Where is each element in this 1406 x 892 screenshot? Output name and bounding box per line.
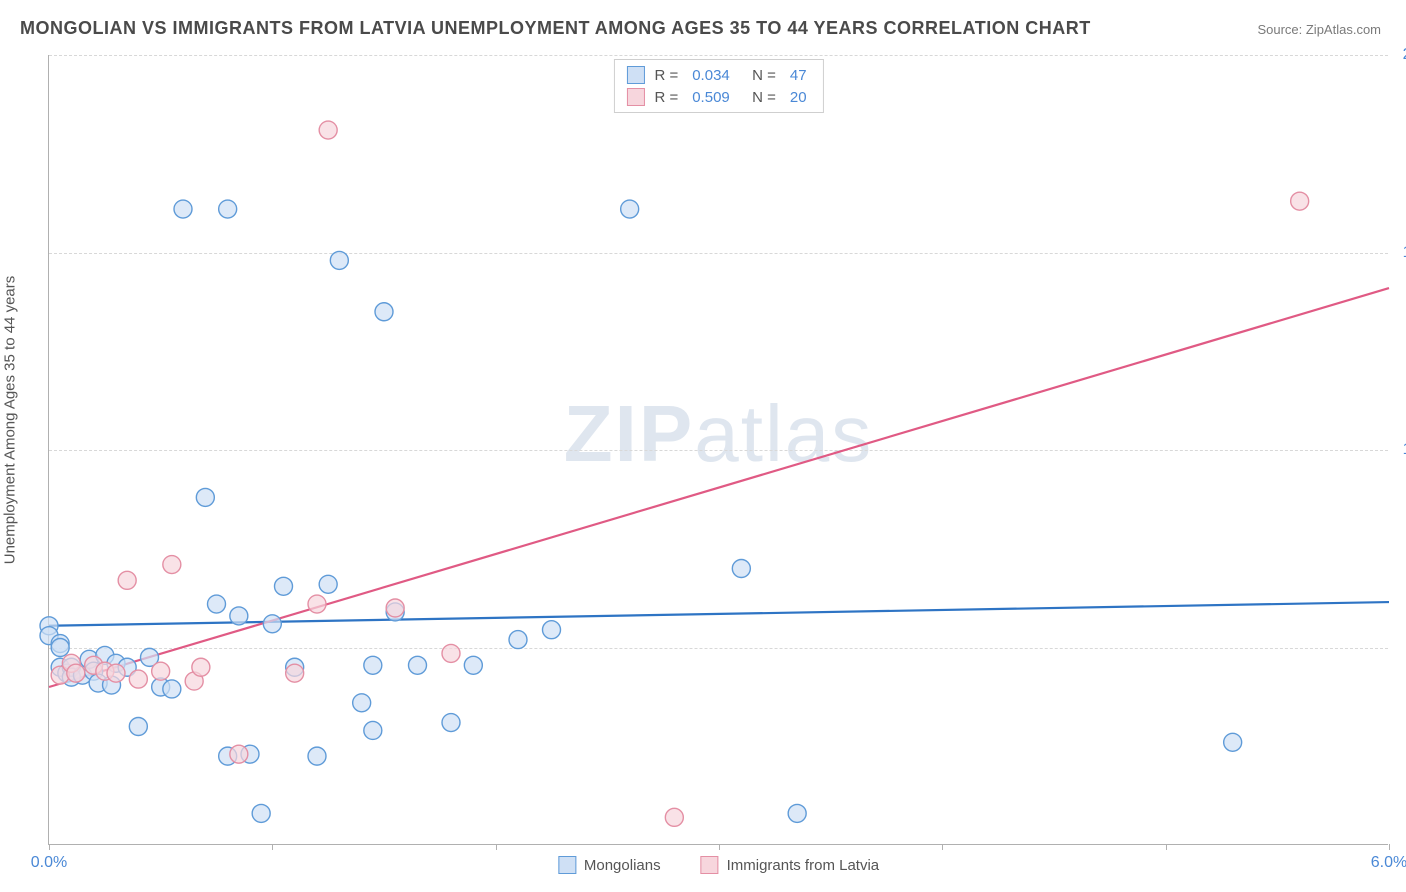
data-point-0 [788, 804, 806, 822]
data-point-1 [67, 664, 85, 682]
data-point-0 [319, 575, 337, 593]
data-point-0 [364, 656, 382, 674]
data-point-0 [275, 577, 293, 595]
plot-area: ZIPatlas 5.0%10.0%15.0%20.0% 0.0%6.0% R … [48, 55, 1388, 845]
data-point-0 [230, 607, 248, 625]
legend-stats-row-0: R = 0.034 N = 47 [626, 64, 810, 86]
data-point-0 [129, 718, 147, 736]
x-tick [1166, 844, 1167, 850]
data-point-0 [1224, 733, 1242, 751]
data-point-0 [464, 656, 482, 674]
data-point-0 [208, 595, 226, 613]
legend-item-1: Immigrants from Latvia [701, 856, 880, 874]
data-point-0 [308, 747, 326, 765]
legend-n-label-1: N = [744, 89, 776, 106]
x-tick [272, 844, 273, 850]
data-point-0 [375, 303, 393, 321]
data-point-0 [174, 200, 192, 218]
data-point-1 [286, 664, 304, 682]
x-tick [49, 844, 50, 850]
y-tick-label: 10.0% [1403, 441, 1406, 459]
data-point-0 [196, 488, 214, 506]
trend-line-1 [49, 288, 1389, 687]
legend-stats: R = 0.034 N = 47 R = 0.509 N = 20 [613, 59, 823, 113]
x-tick [942, 844, 943, 850]
legend-swatch-b1 [701, 856, 719, 874]
legend-name-0: Mongolians [584, 857, 661, 874]
data-point-0 [442, 714, 460, 732]
x-tick [719, 844, 720, 850]
x-tick-label: 0.0% [31, 854, 67, 872]
data-point-1 [1291, 192, 1309, 210]
x-tick [496, 844, 497, 850]
legend-item-0: Mongolians [558, 856, 661, 874]
data-point-1 [163, 556, 181, 574]
scatter-layer [49, 55, 1388, 844]
legend-r-value-0: 0.034 [688, 67, 734, 84]
data-point-1 [118, 571, 136, 589]
data-point-1 [308, 595, 326, 613]
chart-title: MONGOLIAN VS IMMIGRANTS FROM LATVIA UNEM… [20, 18, 1091, 39]
data-point-0 [509, 631, 527, 649]
legend-r-value-1: 0.509 [688, 89, 734, 106]
data-point-0 [163, 680, 181, 698]
data-point-0 [732, 560, 750, 578]
data-point-0 [330, 251, 348, 269]
legend-name-1: Immigrants from Latvia [727, 857, 880, 874]
data-point-1 [665, 808, 683, 826]
legend-series: Mongolians Immigrants from Latvia [558, 856, 879, 874]
data-point-1 [230, 745, 248, 763]
y-tick-label: 15.0% [1403, 244, 1406, 262]
y-axis-label: Unemployment Among Ages 35 to 44 years [2, 276, 19, 565]
data-point-0 [353, 694, 371, 712]
data-point-0 [364, 721, 382, 739]
data-point-1 [386, 599, 404, 617]
data-point-1 [442, 644, 460, 662]
data-point-0 [543, 621, 561, 639]
data-point-1 [129, 670, 147, 688]
data-point-0 [252, 804, 270, 822]
x-tick [1389, 844, 1390, 850]
legend-r-label-0: R = [654, 67, 678, 84]
data-point-0 [621, 200, 639, 218]
trend-line-0 [49, 602, 1389, 626]
data-point-1 [107, 664, 125, 682]
y-tick-label: 20.0% [1403, 46, 1406, 64]
data-point-0 [51, 639, 69, 657]
source-attribution: Source: ZipAtlas.com [1257, 22, 1381, 37]
x-tick-label: 6.0% [1371, 854, 1406, 872]
data-point-1 [152, 662, 170, 680]
legend-swatch-1 [626, 88, 644, 106]
data-point-0 [409, 656, 427, 674]
legend-swatch-0 [626, 66, 644, 84]
data-point-1 [192, 658, 210, 676]
legend-swatch-b0 [558, 856, 576, 874]
data-point-1 [319, 121, 337, 139]
legend-n-value-0: 47 [786, 67, 811, 84]
legend-n-label-0: N = [744, 67, 776, 84]
legend-r-label-1: R = [654, 89, 678, 106]
legend-stats-row-1: R = 0.509 N = 20 [626, 86, 810, 108]
data-point-0 [263, 615, 281, 633]
data-point-0 [219, 200, 237, 218]
legend-n-value-1: 20 [786, 89, 811, 106]
